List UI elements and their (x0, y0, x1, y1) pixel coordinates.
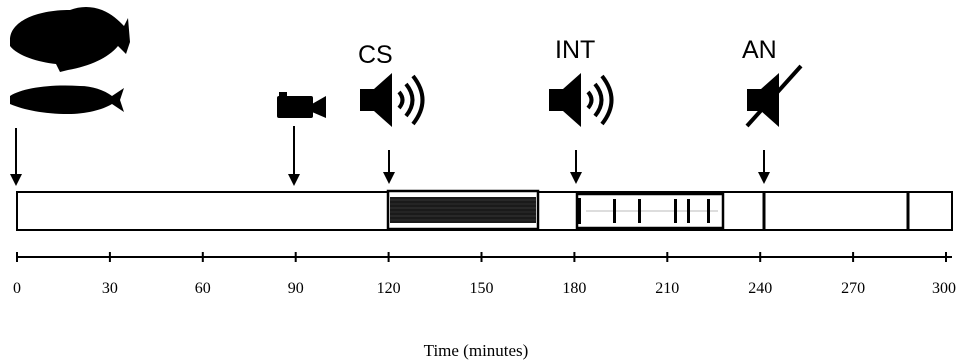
axis-tick-label-60: 60 (195, 280, 211, 297)
arrow-an (758, 150, 770, 184)
axis-tick-label-300: 300 (932, 280, 956, 297)
arrow-cs (383, 150, 395, 184)
video-camera-icon (277, 92, 326, 118)
arrow-start (10, 128, 22, 186)
axis-title: Time (minutes) (424, 341, 529, 360)
speaker-sound-icon-int (549, 73, 614, 127)
label-cs: CS (358, 41, 393, 69)
cs-stimulus-block (386, 189, 540, 231)
speaker-muted-icon (745, 64, 803, 128)
axis-tick-label-240: 240 (748, 280, 772, 297)
time-axis-ticks (16, 252, 947, 262)
speaker-sound-icon-cs (360, 73, 425, 127)
label-an: AN (742, 36, 777, 64)
fish-large-icon (10, 7, 130, 72)
axis-tick-label-0: 0 (13, 280, 21, 297)
axis-tick-label-30: 30 (102, 280, 118, 297)
arrow-camera (288, 126, 300, 186)
axis-tick-label-180: 180 (562, 280, 586, 297)
axis-tick-label-90: 90 (288, 280, 304, 297)
time-axis-tick-labels: 0 30 60 90 120 150 180 210 240 270 300 (13, 280, 956, 297)
int-stimulus-block (575, 192, 725, 230)
label-int: INT (555, 36, 595, 64)
axis-tick-label-120: 120 (377, 280, 401, 297)
axis-tick-label-270: 270 (841, 280, 865, 297)
axis-tick-label-150: 150 (470, 280, 494, 297)
arrow-int (570, 150, 582, 184)
fish-small-icon (10, 85, 124, 114)
axis-tick-label-210: 210 (655, 280, 679, 297)
